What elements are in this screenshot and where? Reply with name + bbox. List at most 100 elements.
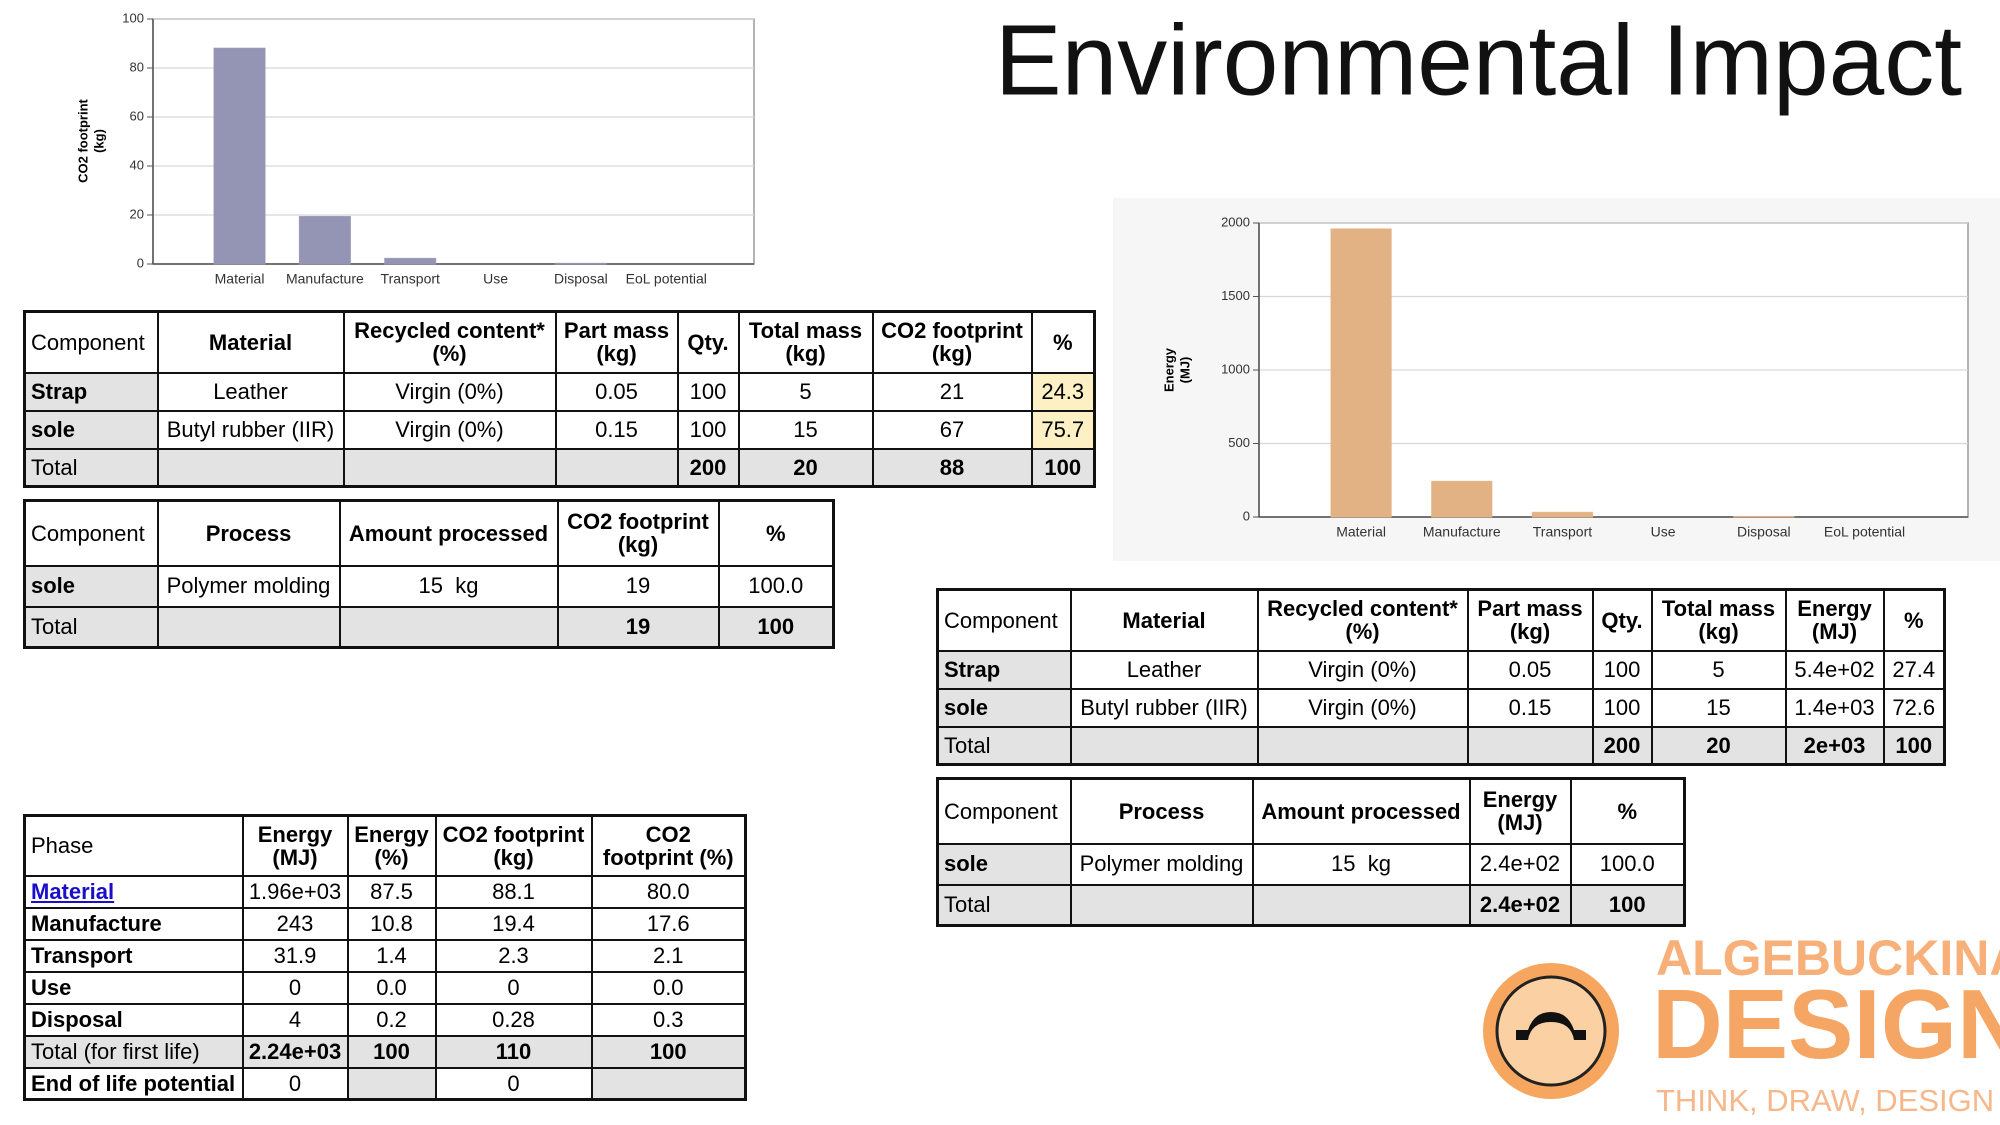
table-cell: Component: [936, 777, 1072, 845]
table-cell: 2.3: [434, 938, 593, 973]
table-cell: End of life potential: [23, 1066, 244, 1101]
bar: [1733, 515, 1795, 518]
table-cell: 4: [241, 1002, 349, 1037]
table-cell: Energy (MJ): [1784, 588, 1885, 652]
table-cell: [590, 1066, 747, 1101]
table-cell: 2.1: [590, 938, 747, 973]
table-cell: 0: [241, 970, 349, 1005]
table-cell: Total mass (kg): [1650, 588, 1787, 652]
table-cell: 100: [1569, 883, 1686, 927]
table-cell: Component: [936, 588, 1072, 652]
bar: [298, 215, 351, 265]
table-cell: 0: [434, 970, 593, 1005]
table-cell: 5.4e+02: [1784, 649, 1885, 690]
table-row: Strap Leather Virgin (0%) 0.05 100 5 5.4e+02 27…: [936, 649, 1946, 690]
table-cell: 100: [1882, 725, 1946, 766]
logo-disc: [1495, 975, 1607, 1087]
table-row: Manufacture 243 10.8 19.4 17.6: [23, 906, 747, 941]
data-table: Component Process Amount processed Energy (…: [936, 777, 1686, 927]
table-cell: sole: [23, 564, 159, 608]
link[interactable]: Material: [31, 878, 115, 904]
y-axis-label: CO2 footprint: [75, 98, 90, 182]
table-cell: Leather: [1069, 649, 1259, 690]
table-cell: 200: [1591, 725, 1653, 766]
table-cell: [554, 447, 679, 488]
table-row: sole Polymer molding 15 kg 19 100.0: [23, 564, 835, 608]
logo-line2: DESIGN: [1652, 969, 2000, 1079]
table-cell: Virgin (0%): [1256, 649, 1469, 690]
table-row: Total (for first life) 2.24e+03 100 110 100: [23, 1034, 747, 1069]
table-cell: 0.0: [346, 970, 437, 1005]
table-cell: Leather: [156, 371, 345, 412]
table-row: Disposal 4 0.2 0.28 0.3: [23, 1002, 747, 1037]
table-cell: sole: [936, 687, 1072, 728]
x-tick-label: Manufacture: [286, 271, 364, 287]
table-cell: 15: [1650, 687, 1787, 728]
table-cell: Total: [23, 447, 159, 488]
table-row: Use 0 0.0 0 0.0: [23, 970, 747, 1005]
header-row: Phase Energy (MJ) Energy (%) CO2 footprint …: [23, 814, 747, 877]
table-cell: [342, 447, 557, 488]
table-cell: Polymer molding: [1069, 842, 1254, 886]
table-cell: 72.6: [1882, 687, 1946, 728]
logo-line1: ALGEBUCKINA: [1656, 930, 2000, 986]
bar: [213, 47, 266, 265]
table-cell: 75.7: [1030, 409, 1096, 450]
bar: [1330, 228, 1392, 518]
table-cell: Recycled content* (%): [342, 310, 557, 374]
y-axis-label: (kg): [91, 129, 106, 153]
table-cell: 0.0: [590, 970, 747, 1005]
table-row: End of life potential 0 0: [23, 1066, 747, 1101]
table-cell: Strap: [936, 649, 1072, 690]
table-cell: Qty.: [676, 310, 740, 374]
table-cell: 15 kg: [1251, 842, 1471, 886]
table-cell: 21: [871, 371, 1033, 412]
table-cell: 110: [434, 1034, 593, 1069]
table-row: sole Butyl rubber (IIR) Virgin (0%) 0.15 100…: [23, 409, 1096, 450]
table-cell: [156, 605, 341, 649]
table-row: Total 200 20 2e+03 100: [936, 725, 1946, 766]
table-cell: Part mass (kg): [1466, 588, 1594, 652]
table-cell: 80.0: [590, 874, 747, 909]
table-cell: [156, 447, 345, 488]
table-cell: %: [1882, 588, 1946, 652]
table-cell: [346, 1066, 437, 1101]
table-cell: 100: [717, 605, 835, 649]
table-cell: Component: [23, 310, 159, 374]
x-tick-label: Transport: [1533, 524, 1593, 540]
table-cell: CO2 footprint (%): [590, 814, 747, 877]
table-cell: 67: [871, 409, 1033, 450]
table-cell: Transport: [23, 938, 244, 973]
table-cell: Part mass (kg): [554, 310, 679, 374]
table-cell: Total (for first life): [23, 1034, 244, 1069]
table-cell: CO2 footprint (kg): [871, 310, 1033, 374]
table-cell: CO2 footprint (kg): [434, 814, 593, 877]
table-cell: Energy (MJ): [241, 814, 349, 877]
x-tick-label: Material: [1336, 524, 1386, 540]
table-cell: 100: [590, 1034, 747, 1069]
bar: [554, 262, 607, 265]
table-cell: Disposal: [23, 1002, 244, 1037]
table-cell: 0.3: [590, 1002, 747, 1037]
header-row: Component Process Amount processed CO2 foot…: [23, 499, 835, 567]
bar: [1431, 480, 1493, 518]
y-tick-label: 1000: [1221, 361, 1250, 376]
chart: 0 500 1000 1500 2000 Energy (MJ) Material Manufa…: [1113, 198, 2000, 561]
table-cell: 200: [676, 447, 740, 488]
table-cell: CO2 footprint (kg): [556, 499, 720, 567]
table-cell: Process: [1069, 777, 1254, 845]
table-cell: Manufacture: [23, 906, 244, 941]
y-tick-label: 500: [1228, 435, 1250, 450]
table-cell: 1.4: [346, 938, 437, 973]
table-cell: 100: [1591, 687, 1653, 728]
x-tick-label: Use: [483, 271, 508, 287]
table-cell: 20: [1650, 725, 1787, 766]
table-row: Total 2.4e+02 100: [936, 883, 1686, 927]
x-tick-label: Transport: [381, 271, 441, 287]
table-cell: Process: [156, 499, 341, 567]
x-tick-label: Use: [1651, 524, 1676, 540]
table-cell: Phase: [23, 814, 244, 877]
y-tick-label: 100: [122, 10, 144, 25]
table-cell: 2.4e+02: [1468, 842, 1572, 886]
